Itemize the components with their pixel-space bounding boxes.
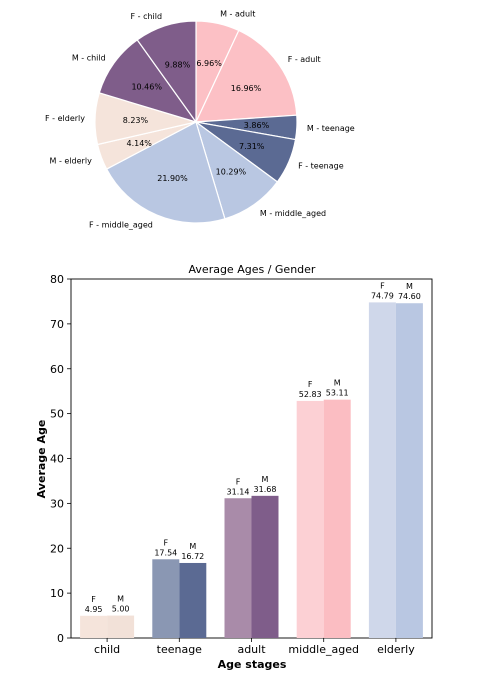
y-tick-label-80: 80 [50,273,64,286]
bar-series-label-teenage-m: M [189,542,196,551]
bar-chart: Average Ages / Gender Age stages Average… [35,263,433,671]
y-axis-label: Average Age [35,420,48,499]
bar-middle-aged-f [296,400,324,638]
bar-series-label-child-m: M [117,595,124,604]
bar-child-m [107,615,135,638]
pie-label-m-teenage: M - teenage [307,124,355,133]
bar-value-label-adult-f: 31.14 [227,487,250,496]
bar-child-f [80,615,108,638]
pie-pct-label-f-adult: 16.96% [231,84,262,93]
x-tick-label-middle-aged: middle_aged [288,643,359,656]
bar-value-label-elderly-m: 74.60 [398,292,421,301]
pie-pct-label-m-adult: 6.96% [196,59,222,68]
pie-pct-label-m-child: 10.46% [131,83,162,92]
bar-adult-f [224,498,252,638]
bar-value-label-child-f: 4.95 [85,605,103,614]
bar-series-label-adult-f: F [236,477,241,486]
bar-series-label-middle-aged-f: F [308,380,313,389]
y-tick-label-10: 10 [50,587,64,600]
bar-elderly-m [395,303,423,638]
pie-label-f-teenage: F - teenage [298,162,344,171]
pie-label-m-child: M - child [72,53,106,62]
bar-series-label-teenage-f: F [163,538,168,547]
x-tick-label-teenage: teenage [157,643,203,656]
bar-value-label-middle-aged-f: 52.83 [299,390,322,399]
pie-label-m-elderly: M - elderly [50,157,93,166]
pie-slice-f-child [136,20,197,124]
bar-teenage-m [179,562,207,638]
pie-chart: 6.96% M - adult 16.96% F - adult 3.86% M - te… [45,10,355,230]
bar-adult-m [251,495,279,638]
bar-value-label-teenage-f: 17.54 [154,548,177,557]
pie-label-f-elderly: F - elderly [45,114,85,123]
pie-pct-label-m-elderly: 4.14% [126,139,152,148]
bar-value-label-elderly-f: 74.79 [371,291,394,300]
y-tick-label-20: 20 [50,542,64,555]
bar-value-label-middle-aged-m: 53.11 [326,389,349,398]
pie-pct-label-m-middle-aged: 10.29% [216,168,247,177]
bar-teenage-f [152,559,180,638]
pie-slice-f-adult [195,29,298,123]
x-tick-label-elderly: elderly [377,643,415,656]
bar-series-label-middle-aged-m: M [334,379,341,388]
y-tick-label-30: 30 [50,497,64,510]
pie-pct-label-f-elderly: 8.23% [123,116,149,125]
pie-label-m-adult: M - adult [220,10,255,19]
pie-pct-label-f-child: 9.88% [165,60,191,69]
bar-series-label-elderly-m: M [406,282,413,291]
x-axis-label: Age stages [218,658,287,671]
y-tick-label-40: 40 [50,453,64,466]
y-tick-label-60: 60 [50,363,64,376]
x-tick-label-child: child [94,643,120,656]
x-tick-label-adult: adult [237,643,266,656]
y-tick-label-50: 50 [50,408,64,421]
pie-pct-label-m-teenage: 3.86% [244,121,270,130]
bar-chart-title: Average Ages / Gender [189,263,316,276]
pie-pct-label-f-teenage: 7.31% [239,142,265,151]
bar-series-label-elderly-f: F [380,281,385,290]
bar-value-label-child-m: 5.00 [112,605,130,614]
pie-label-f-adult: F - adult [288,55,321,64]
bar-elderly-f [368,302,396,638]
pie-slice-f-middle-aged [105,121,226,224]
pie-label-f-child: F - child [131,12,163,21]
bar-series-label-adult-m: M [262,475,269,484]
bar-value-label-teenage-m: 16.72 [181,552,204,561]
pie-label-f-middle-aged: F - middle_aged [89,220,153,229]
y-tick-label-0: 0 [57,632,64,645]
bar-middle-aged-m [323,399,351,638]
pie-label-m-middle-aged: M - middle_aged [260,209,326,218]
pie-pct-label-f-middle-aged: 21.90% [157,174,188,183]
bar-value-label-adult-m: 31.68 [254,485,277,494]
y-tick-label-70: 70 [50,318,64,331]
bar-series-label-child-f: F [91,595,96,604]
